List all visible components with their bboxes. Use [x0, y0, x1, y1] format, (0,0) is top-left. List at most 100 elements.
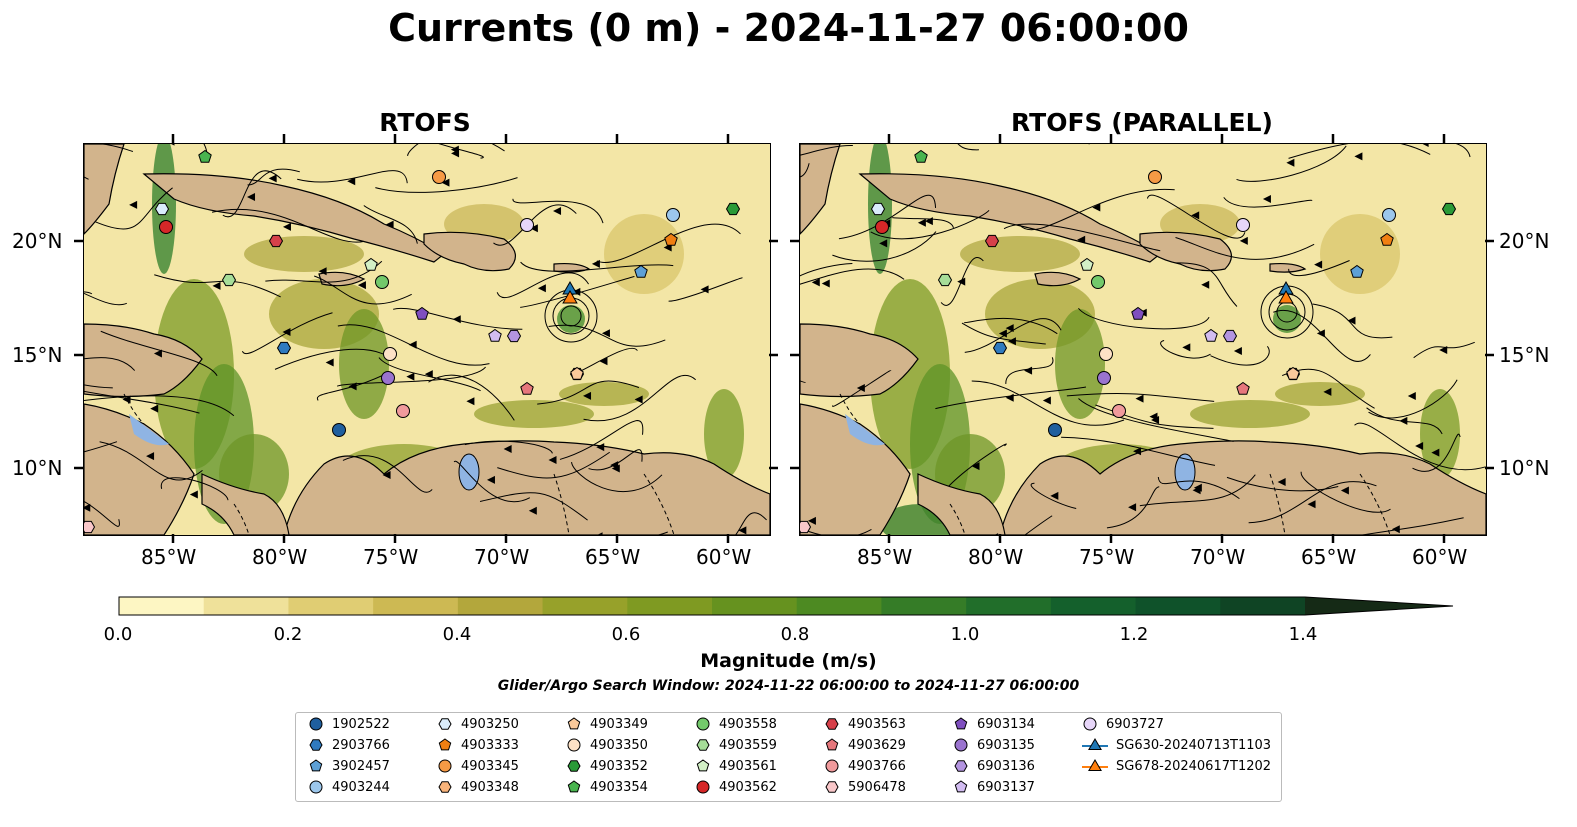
streamline [1288, 144, 1431, 159]
float-marker [375, 275, 389, 289]
streamline [84, 384, 113, 389]
panel-title-right: RTOFS (PARALLEL) [1011, 108, 1273, 137]
streamline-arrow [610, 461, 619, 470]
land-mass [917, 473, 1006, 535]
legend-label: 4903250 [461, 716, 519, 732]
float-marker [1148, 170, 1162, 184]
legend-label: 4903333 [461, 737, 519, 753]
lon-tick-label: 70°W [1190, 545, 1246, 569]
streamline [392, 307, 523, 330]
streamline-arrow [1323, 387, 1332, 396]
streamline [154, 274, 281, 298]
streamline-arrow [811, 278, 820, 287]
streamline [1300, 471, 1391, 513]
float-marker [1382, 208, 1396, 222]
map-panel-rtofs[interactable] [83, 143, 771, 536]
legend-item: 6903134 [953, 716, 1035, 732]
streamline [84, 501, 120, 527]
map-panel-rtofs-parallel[interactable] [799, 143, 1487, 536]
streamline [1368, 379, 1458, 419]
legend-marker [696, 780, 710, 794]
panel-title-left: RTOFS [379, 108, 471, 137]
streamline [520, 275, 635, 308]
float-marker [198, 149, 212, 163]
colorbar-segment [542, 597, 628, 615]
streamline [957, 144, 979, 151]
legend-item: 4903348 [437, 779, 519, 795]
country-border [839, 393, 861, 425]
streamline [84, 292, 127, 306]
float-marker [1204, 328, 1218, 342]
float-legend-icon [567, 738, 581, 752]
streamline-arrow [1277, 477, 1286, 486]
float-legend-icon [309, 780, 323, 794]
land-mass [201, 473, 290, 535]
legend-label: 2903766 [332, 737, 390, 753]
streamline [961, 322, 1046, 345]
streamline-arrow [1399, 416, 1408, 425]
streamline-arrow [122, 395, 131, 404]
streamline-arrow [599, 357, 608, 366]
map-canvas-left [84, 144, 770, 535]
legend-item: 3902457 [308, 758, 390, 774]
streamline-arrow [1316, 329, 1325, 338]
float-legend-icon [954, 780, 968, 793]
streamline [1061, 436, 1216, 466]
legend-label: 4903559 [719, 737, 777, 753]
colorbar-segment [1135, 597, 1221, 615]
current-speed-patch [1420, 389, 1460, 479]
current-speed-patch [1275, 382, 1365, 406]
colorbar-tick-label: 0.8 [780, 624, 810, 645]
streamline [1366, 407, 1443, 435]
streamline-arrow [84, 503, 91, 512]
streamline-arrow [1314, 260, 1323, 269]
land-mass [1034, 271, 1082, 287]
streamline [1223, 197, 1313, 208]
legend-marker [954, 717, 968, 730]
streamline [336, 366, 487, 387]
colorbar-segment [712, 597, 798, 615]
streamlines [800, 144, 1486, 535]
legend-marker [1088, 759, 1102, 771]
land-layer [84, 144, 770, 535]
streamline [1312, 303, 1393, 339]
colorbar-tick-label: 0.0 [103, 624, 133, 645]
legend-label: 6903137 [977, 779, 1035, 795]
legend-item: 4903558 [695, 716, 777, 732]
streamline [84, 441, 118, 453]
streamline [832, 231, 937, 262]
float-marker [159, 220, 173, 234]
streamline [274, 348, 387, 370]
legend-marker [438, 738, 452, 751]
streamline-arrow [1077, 235, 1086, 244]
legend-label: SG630-20240713T1103 [1116, 737, 1272, 753]
float-legend-icon [696, 739, 710, 751]
streamline [1236, 145, 1347, 182]
streamline [971, 380, 1125, 426]
float-marker [396, 404, 410, 418]
streamline-arrow [821, 279, 830, 288]
streamline [297, 170, 408, 184]
streamline [1413, 341, 1475, 359]
colorbar [118, 596, 1454, 616]
colorbar-label: Magnitude (m/s) [700, 650, 877, 672]
streamline-arrow [1042, 396, 1051, 405]
streamline-arrow [528, 506, 537, 515]
float-marker [154, 202, 170, 216]
float-marker [506, 329, 522, 343]
streamline [1273, 309, 1371, 362]
streamline-arrow [1407, 391, 1416, 400]
streamline [1106, 486, 1160, 529]
current-speed-patch [559, 382, 649, 406]
streamline [588, 449, 643, 471]
search-window-caption: Glider/Argo Search Window: 2024-11-22 06… [497, 678, 1080, 694]
colorbar-segment [373, 597, 459, 615]
float-marker [1441, 202, 1457, 216]
legend-label: 6903136 [977, 758, 1035, 774]
streamline [537, 380, 640, 405]
lake-maracaibo [458, 453, 480, 491]
streamline-arrow [998, 329, 1007, 338]
float-legend-icon [954, 760, 968, 772]
streamline [84, 176, 89, 180]
streamline [314, 275, 412, 305]
